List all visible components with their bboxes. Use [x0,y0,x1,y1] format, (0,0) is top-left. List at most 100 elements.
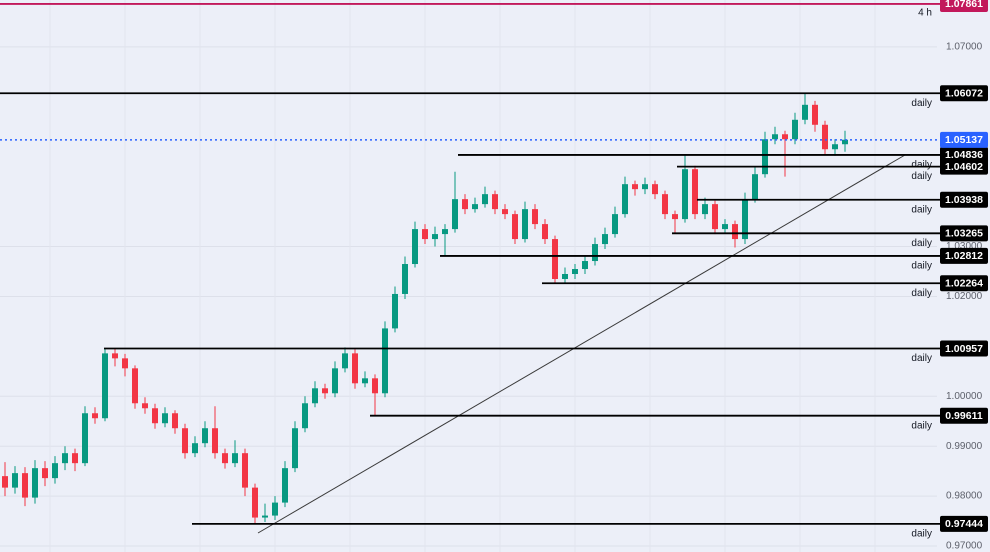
candle-body [402,264,408,294]
candle-body [12,473,18,488]
level-tag: daily [911,261,932,272]
candle-body [592,244,598,262]
candle-body [472,204,478,210]
candle-body [792,119,798,140]
y-tick-label: 1.02000 [946,291,983,302]
candle-body [482,194,488,205]
candle-body [222,453,228,464]
candle-body [462,199,468,210]
level-price-box [940,225,988,242]
candle-body [672,214,678,220]
candle-body [212,428,218,454]
level-price-label: 1.03265 [945,228,983,240]
y-tick-label: 0.98000 [946,491,983,502]
candle-body [502,209,508,215]
level-tag: daily [911,353,932,364]
trend-line [257,154,906,534]
candle-body [722,224,728,230]
candle-body [492,194,498,210]
level-price-box [940,407,988,424]
candle-body [612,214,618,235]
candle-body [102,353,108,419]
candle-body [62,453,68,464]
candle-body [782,134,788,140]
level-tag: daily [911,238,932,249]
candle-body [152,408,158,424]
candle-body [622,184,628,215]
level-price-box [940,0,988,12]
candle-body [662,194,668,215]
candle-body [142,403,148,409]
candle-body [602,234,608,245]
levels: 4 hdailydailydailydailydailydailydailyda… [0,3,940,539]
candle-body [282,468,288,503]
candle-body [182,428,188,454]
candle-body [352,353,358,384]
candle-body [132,368,138,404]
candle-body [92,413,98,419]
candle-body [292,428,298,469]
candle-body [302,403,308,429]
level-price-label: 1.02264 [945,278,983,290]
level-tag: daily [911,528,932,539]
level-price-label: 0.97444 [945,518,983,530]
candle-body [42,468,48,479]
candle-body [2,476,8,488]
level-price-label: 1.04602 [945,161,983,173]
candle-body [512,214,518,240]
candle-body [412,229,418,265]
candle-body [732,224,738,240]
candle-body [542,224,548,240]
level-tag: daily [911,420,932,431]
level-price-box [940,340,988,357]
candle-body [82,413,88,464]
candle-body [122,358,128,369]
candle-body [522,209,528,240]
y-tick-label: 1.03000 [946,241,983,252]
candle-body [562,274,568,279]
level-price-box [940,247,988,264]
candle-body [572,269,578,275]
candle-body [32,468,38,498]
candle-body [382,328,388,394]
candle-body [252,487,258,518]
candle-body [812,104,818,125]
level-price-box [940,158,988,175]
price-axis: 0.97000 0.98000 0.99000 1.00000 1.02000 1.030… [940,0,988,552]
y-tick-label: 1.07000 [946,42,983,53]
candle-body [72,453,78,464]
candle-body [172,413,178,429]
y-tick-label: 0.97000 [946,541,983,552]
candle-body [162,413,168,424]
candle-body [842,139,848,145]
candle-body [242,453,248,488]
candle-body [192,443,198,454]
level-price-label: 1.03938 [945,194,983,206]
candle-body [22,473,28,498]
candles [2,93,848,525]
candle-body [532,209,538,225]
candle-body [682,169,688,220]
level-tag: 4 h [918,8,932,19]
candle-body [342,353,348,369]
candle-body [742,199,748,240]
candle-body [322,388,328,394]
candle-body [312,388,318,404]
candle-body [762,139,768,175]
level-tag: daily [911,98,932,109]
candle-body [752,174,758,200]
candle-body [632,184,638,190]
level-price-box [940,515,988,532]
level-tag: daily [911,171,932,182]
level-price-label: 1.04836 [945,149,983,161]
candle-body [702,204,708,215]
y-tick-label: 1.00000 [946,391,983,402]
candle-body [362,378,368,384]
candle-body [652,184,658,195]
candle-body [432,234,438,240]
candle-body [52,463,58,479]
candle-body [422,229,428,240]
